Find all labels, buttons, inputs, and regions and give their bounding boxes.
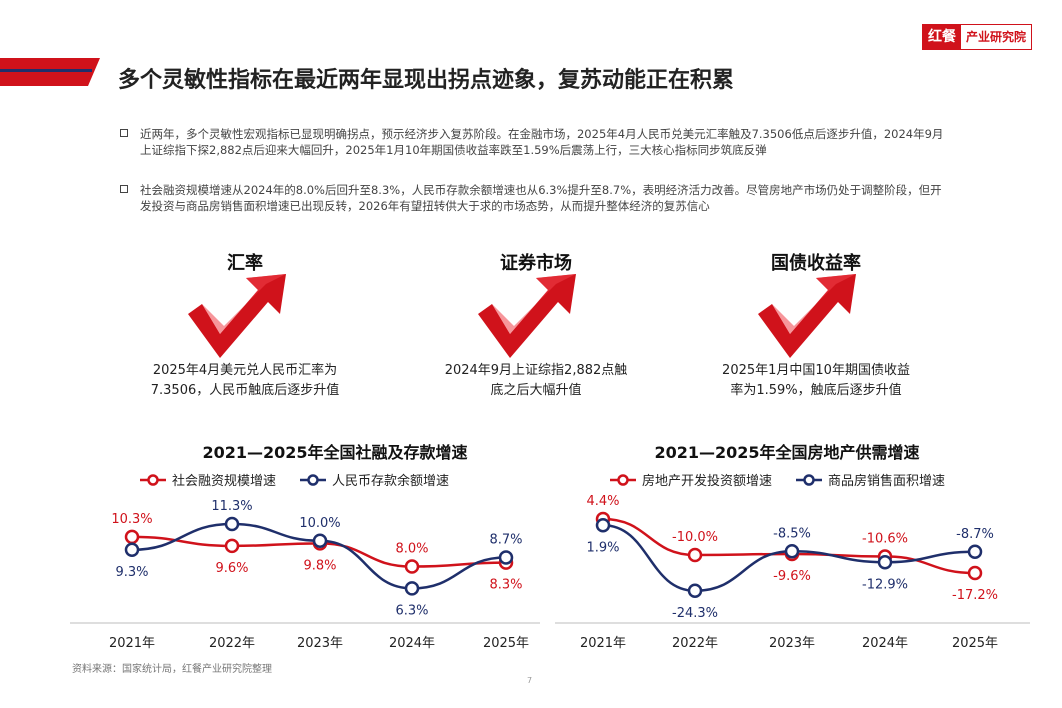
data-label: -8.5% — [773, 526, 811, 541]
data-point — [784, 544, 800, 559]
data-point — [124, 542, 140, 558]
bullet-item: 社会融资规模增速从2024年的8.0%后回升至8.3%，人民币存款余额增速也从6… — [120, 182, 950, 214]
data-point — [312, 533, 328, 549]
legend-label: 人民币存款余额增速 — [332, 474, 450, 489]
chart-legend-real-estate: 房地产开发投资额增速 商品房销售面积增速 — [610, 470, 945, 489]
chart-title-real-estate: 2021—2025年全国房地产供需增速 — [654, 443, 920, 462]
indicator-title-bond-yield: 国债收益率 — [771, 253, 861, 274]
bullet-text: 近两年，多个灵敏性宏观指标已显现明确拐点，预示经济步入复苏阶段。在金融市场，20… — [140, 127, 944, 157]
indicator-desc-line: 底之后大幅升值 — [490, 383, 582, 398]
data-label: -9.6% — [773, 569, 811, 584]
data-point — [498, 550, 514, 565]
legend-item: 商品房销售面积增速 — [796, 470, 945, 489]
bullet-square-icon — [120, 129, 128, 137]
indicator-desc-line: 2025年1月中国10年期国债收益 — [722, 363, 910, 378]
data-point — [877, 555, 893, 570]
data-label: 4.4% — [586, 495, 619, 509]
header-stripe — [0, 58, 100, 86]
indicator-desc-line: 率为1.59%，触底后逐步升值 — [730, 383, 902, 398]
indicator-desc-exchange-rate: 2025年4月美元兑人民币汇率为 7.3506，人民币触底后逐步升值 — [125, 361, 365, 401]
x-tick-label: 2023年 — [769, 636, 815, 651]
indicator-desc-line: 7.3506，人民币触底后逐步升值 — [150, 383, 340, 398]
data-label: 8.7% — [489, 533, 522, 548]
x-tick-label: 2024年 — [389, 636, 435, 651]
page-title: 多个灵敏性指标在最近两年显现出拐点迹象，复苏动能正在积累 — [118, 68, 735, 93]
data-label: -8.7% — [956, 527, 994, 542]
x-tick-label: 2024年 — [862, 636, 908, 651]
data-label: 8.3% — [489, 578, 522, 593]
up-arrow-icon — [478, 274, 576, 358]
indicator-desc-line: 2024年9月上证综指2,882点触 — [444, 363, 628, 378]
legend-item: 人民币存款余额增速 — [300, 470, 449, 489]
indicator-desc-bond-yield: 2025年1月中国10年期国债收益 率为1.59%，触底后逐步升值 — [696, 361, 936, 401]
x-tick-label: 2025年 — [952, 636, 998, 651]
data-point — [124, 529, 140, 545]
data-point — [404, 559, 420, 574]
data-label: -10.0% — [672, 530, 718, 545]
x-tick-label: 2021年 — [109, 636, 155, 651]
up-arrow-icon — [188, 274, 286, 358]
chart-legend-financing: 社会融资规模增速 人民币存款余额增速 — [140, 470, 449, 489]
data-label: -17.2% — [952, 588, 998, 603]
legend-marker-red — [140, 473, 166, 486]
chart-financing: 2021年 2022年 2023年 2024年 2025年 10.3% 9.6% 9.8% 8.… — [70, 499, 540, 651]
source-note: 资料来源：国家统计局，红餐产业研究院整理 — [72, 664, 272, 675]
legend-label: 社会融资规模增速 — [172, 474, 277, 489]
data-label: 11.3% — [211, 499, 252, 514]
logo-name: 产业研究院 — [960, 25, 1031, 49]
bullet-item: 近两年，多个灵敏性宏观指标已显现明确拐点，预示经济步入复苏阶段。在金融市场，20… — [120, 126, 950, 158]
data-label: 1.9% — [586, 540, 619, 555]
legend-marker-red — [610, 473, 636, 486]
data-point — [687, 547, 703, 563]
chart-real-estate: 2021年 2022年 2023年 2024年 2025年 4.4% -10.0% -9.6%… — [555, 495, 1030, 651]
legend-marker-navy — [796, 473, 823, 486]
data-point — [404, 581, 420, 596]
logo: 红餐 产业研究院 — [921, 24, 1032, 50]
data-point — [224, 516, 240, 532]
x-tick-label: 2022年 — [209, 636, 255, 651]
x-tick-label: 2023年 — [297, 636, 343, 651]
up-arrow-icon — [758, 274, 856, 358]
data-label: 8.0% — [395, 542, 428, 557]
data-label: 6.3% — [395, 603, 428, 618]
legend-label: 房地产开发投资额增速 — [642, 474, 773, 489]
x-tick-label: 2025年 — [483, 636, 529, 651]
data-label: 10.3% — [111, 512, 152, 527]
data-point — [967, 544, 983, 559]
x-tick-label: 2021年 — [580, 636, 626, 651]
data-point — [967, 565, 983, 581]
bullet-square-icon — [120, 185, 128, 193]
bullet-text: 社会融资规模增速从2024年的8.0%后回升至8.3%，人民币存款余额增速也从6… — [140, 183, 942, 213]
logo-brand: 红餐 — [922, 25, 961, 49]
indicator-desc-line: 2025年4月美元兑人民币汇率为 — [152, 363, 338, 378]
data-point — [687, 583, 703, 598]
data-label: 10.0% — [299, 516, 340, 531]
data-label: 9.6% — [215, 561, 248, 576]
data-label: -12.9% — [862, 577, 908, 592]
indicator-title-exchange-rate: 汇率 — [227, 253, 263, 274]
data-point — [595, 518, 611, 533]
legend-item: 社会融资规模增速 — [140, 470, 276, 489]
data-label: -24.3% — [672, 606, 718, 621]
legend-label: 商品房销售面积增速 — [828, 474, 946, 489]
legend-marker-navy — [300, 473, 327, 486]
indicator-desc-securities: 2024年9月上证综指2,882点触 底之后大幅升值 — [416, 361, 656, 401]
chart-title-financing: 2021—2025年全国社融及存款增速 — [202, 443, 468, 462]
page-number: 7 — [527, 676, 533, 685]
data-point — [224, 538, 240, 554]
indicator-title-securities: 证券市场 — [500, 253, 572, 274]
data-label: -10.6% — [862, 532, 908, 547]
legend-item: 房地产开发投资额增速 — [610, 470, 772, 489]
data-label: 9.8% — [303, 558, 336, 573]
data-label: 9.3% — [115, 565, 148, 580]
x-tick-label: 2022年 — [672, 636, 718, 651]
